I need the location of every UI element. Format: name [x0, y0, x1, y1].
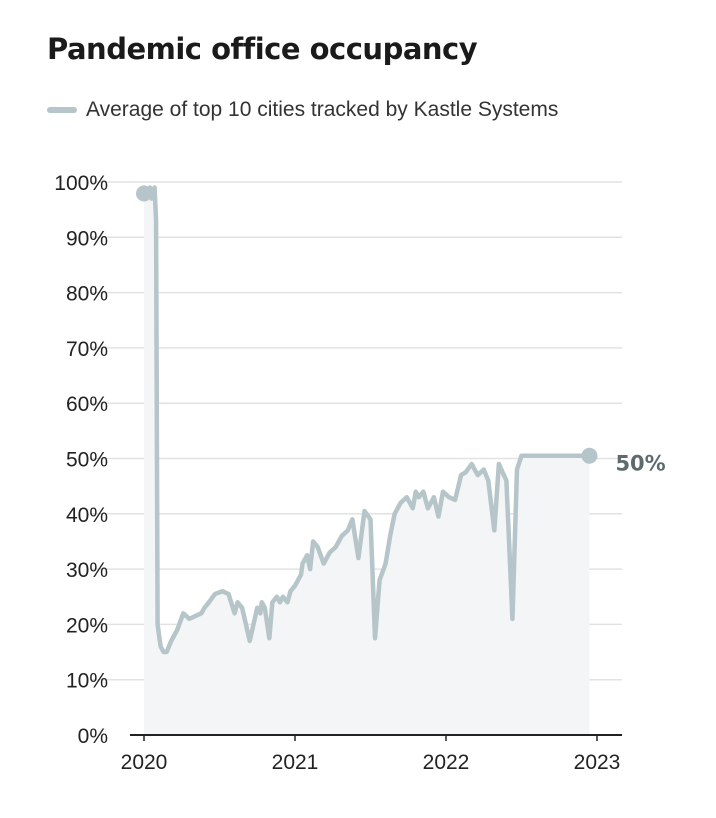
x-axis-ticks: 2020 2021 2022 2023 — [121, 735, 621, 774]
y-tick-label: 50% — [66, 449, 108, 472]
chart-title: Pandemic office occupancy — [47, 32, 478, 66]
y-tick-label: 30% — [66, 559, 108, 582]
legend: Average of top 10 cities tracked by Kast… — [47, 98, 558, 122]
y-tick-label: 100% — [54, 172, 108, 195]
end-point — [581, 447, 598, 464]
area-path — [144, 187, 590, 735]
y-tick-label: 0% — [78, 725, 108, 748]
y-tick-label: 10% — [66, 670, 108, 693]
series-line — [141, 185, 592, 655]
x-tick-label: 2020 — [121, 751, 168, 774]
legend-label: Average of top 10 cities tracked by Kast… — [86, 98, 559, 121]
y-tick-label: 80% — [66, 283, 108, 306]
endpoints — [136, 185, 598, 464]
x-tick-label: 2023 — [574, 751, 621, 774]
y-tick-label: 90% — [66, 227, 108, 250]
area-fill — [144, 187, 590, 735]
legend-swatch — [47, 107, 77, 113]
x-tick-label: 2022 — [423, 751, 470, 774]
x-tick-label: 2021 — [272, 751, 319, 774]
end-value-text: 50% — [615, 452, 665, 476]
y-tick-label: 40% — [66, 504, 108, 527]
end-value-label: 50% — [615, 452, 665, 476]
y-tick-label: 20% — [66, 614, 108, 637]
series-path — [141, 185, 592, 655]
y-axis-ticks: 0% 10% 20% 30% 40% 50% 60% 70% 80% 90% 100% — [54, 172, 108, 748]
y-tick-label: 60% — [66, 393, 108, 416]
y-tick-label: 70% — [66, 338, 108, 361]
start-point — [136, 185, 152, 202]
